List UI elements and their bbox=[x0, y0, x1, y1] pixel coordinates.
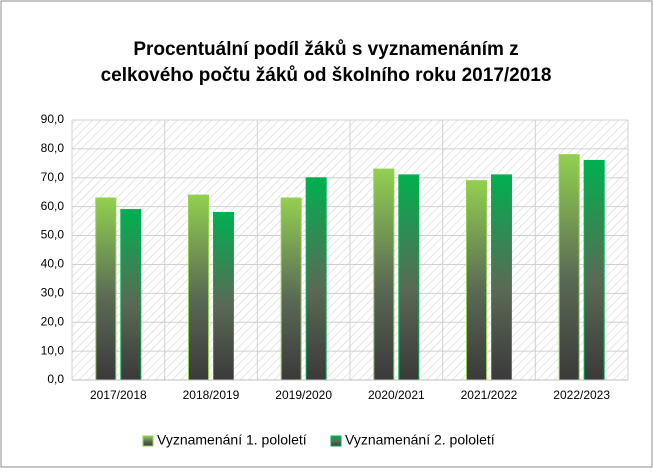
y-tick-label: 10,0 bbox=[41, 343, 65, 357]
y-tick-label: 90,0 bbox=[41, 112, 65, 126]
x-tick-label: 2017/2018 bbox=[90, 388, 147, 402]
bar bbox=[466, 180, 487, 381]
legend-swatch bbox=[142, 435, 154, 447]
y-tick-label: 50,0 bbox=[41, 228, 65, 242]
y-tick-label: 70,0 bbox=[41, 170, 65, 184]
chart-title: celkového počtu žáků od školního roku 20… bbox=[101, 65, 552, 86]
bar bbox=[558, 154, 580, 381]
legend-label: Vyznamenání 2. pololetí bbox=[345, 432, 495, 448]
legend-swatch bbox=[330, 435, 342, 447]
y-tick-label: 0,0 bbox=[47, 372, 64, 386]
bar bbox=[583, 159, 605, 381]
x-tick-label: 2022/2023 bbox=[553, 388, 610, 402]
x-tick-label: 2018/2019 bbox=[183, 388, 240, 402]
bar bbox=[95, 197, 117, 381]
bar bbox=[280, 197, 302, 381]
bar bbox=[305, 177, 327, 381]
y-tick-label: 40,0 bbox=[41, 257, 65, 271]
x-tick-label: 2021/2022 bbox=[461, 388, 518, 402]
y-tick-label: 30,0 bbox=[41, 286, 65, 300]
chart-title: Procentuální podíl žáků s vyznamenáním z bbox=[133, 39, 518, 60]
bar bbox=[491, 174, 512, 381]
x-tick-label: 2020/2021 bbox=[368, 388, 425, 402]
legend-label: Vyznamenání 1. pololetí bbox=[157, 432, 307, 448]
y-tick-label: 80,0 bbox=[41, 141, 65, 155]
bar bbox=[213, 211, 234, 381]
bar bbox=[373, 168, 395, 381]
bar bbox=[120, 209, 142, 381]
bar bbox=[188, 194, 209, 381]
bar bbox=[398, 174, 420, 381]
x-tick-label: 2019/2020 bbox=[275, 388, 332, 402]
y-tick-label: 20,0 bbox=[41, 314, 65, 328]
y-tick-label: 60,0 bbox=[41, 199, 65, 213]
